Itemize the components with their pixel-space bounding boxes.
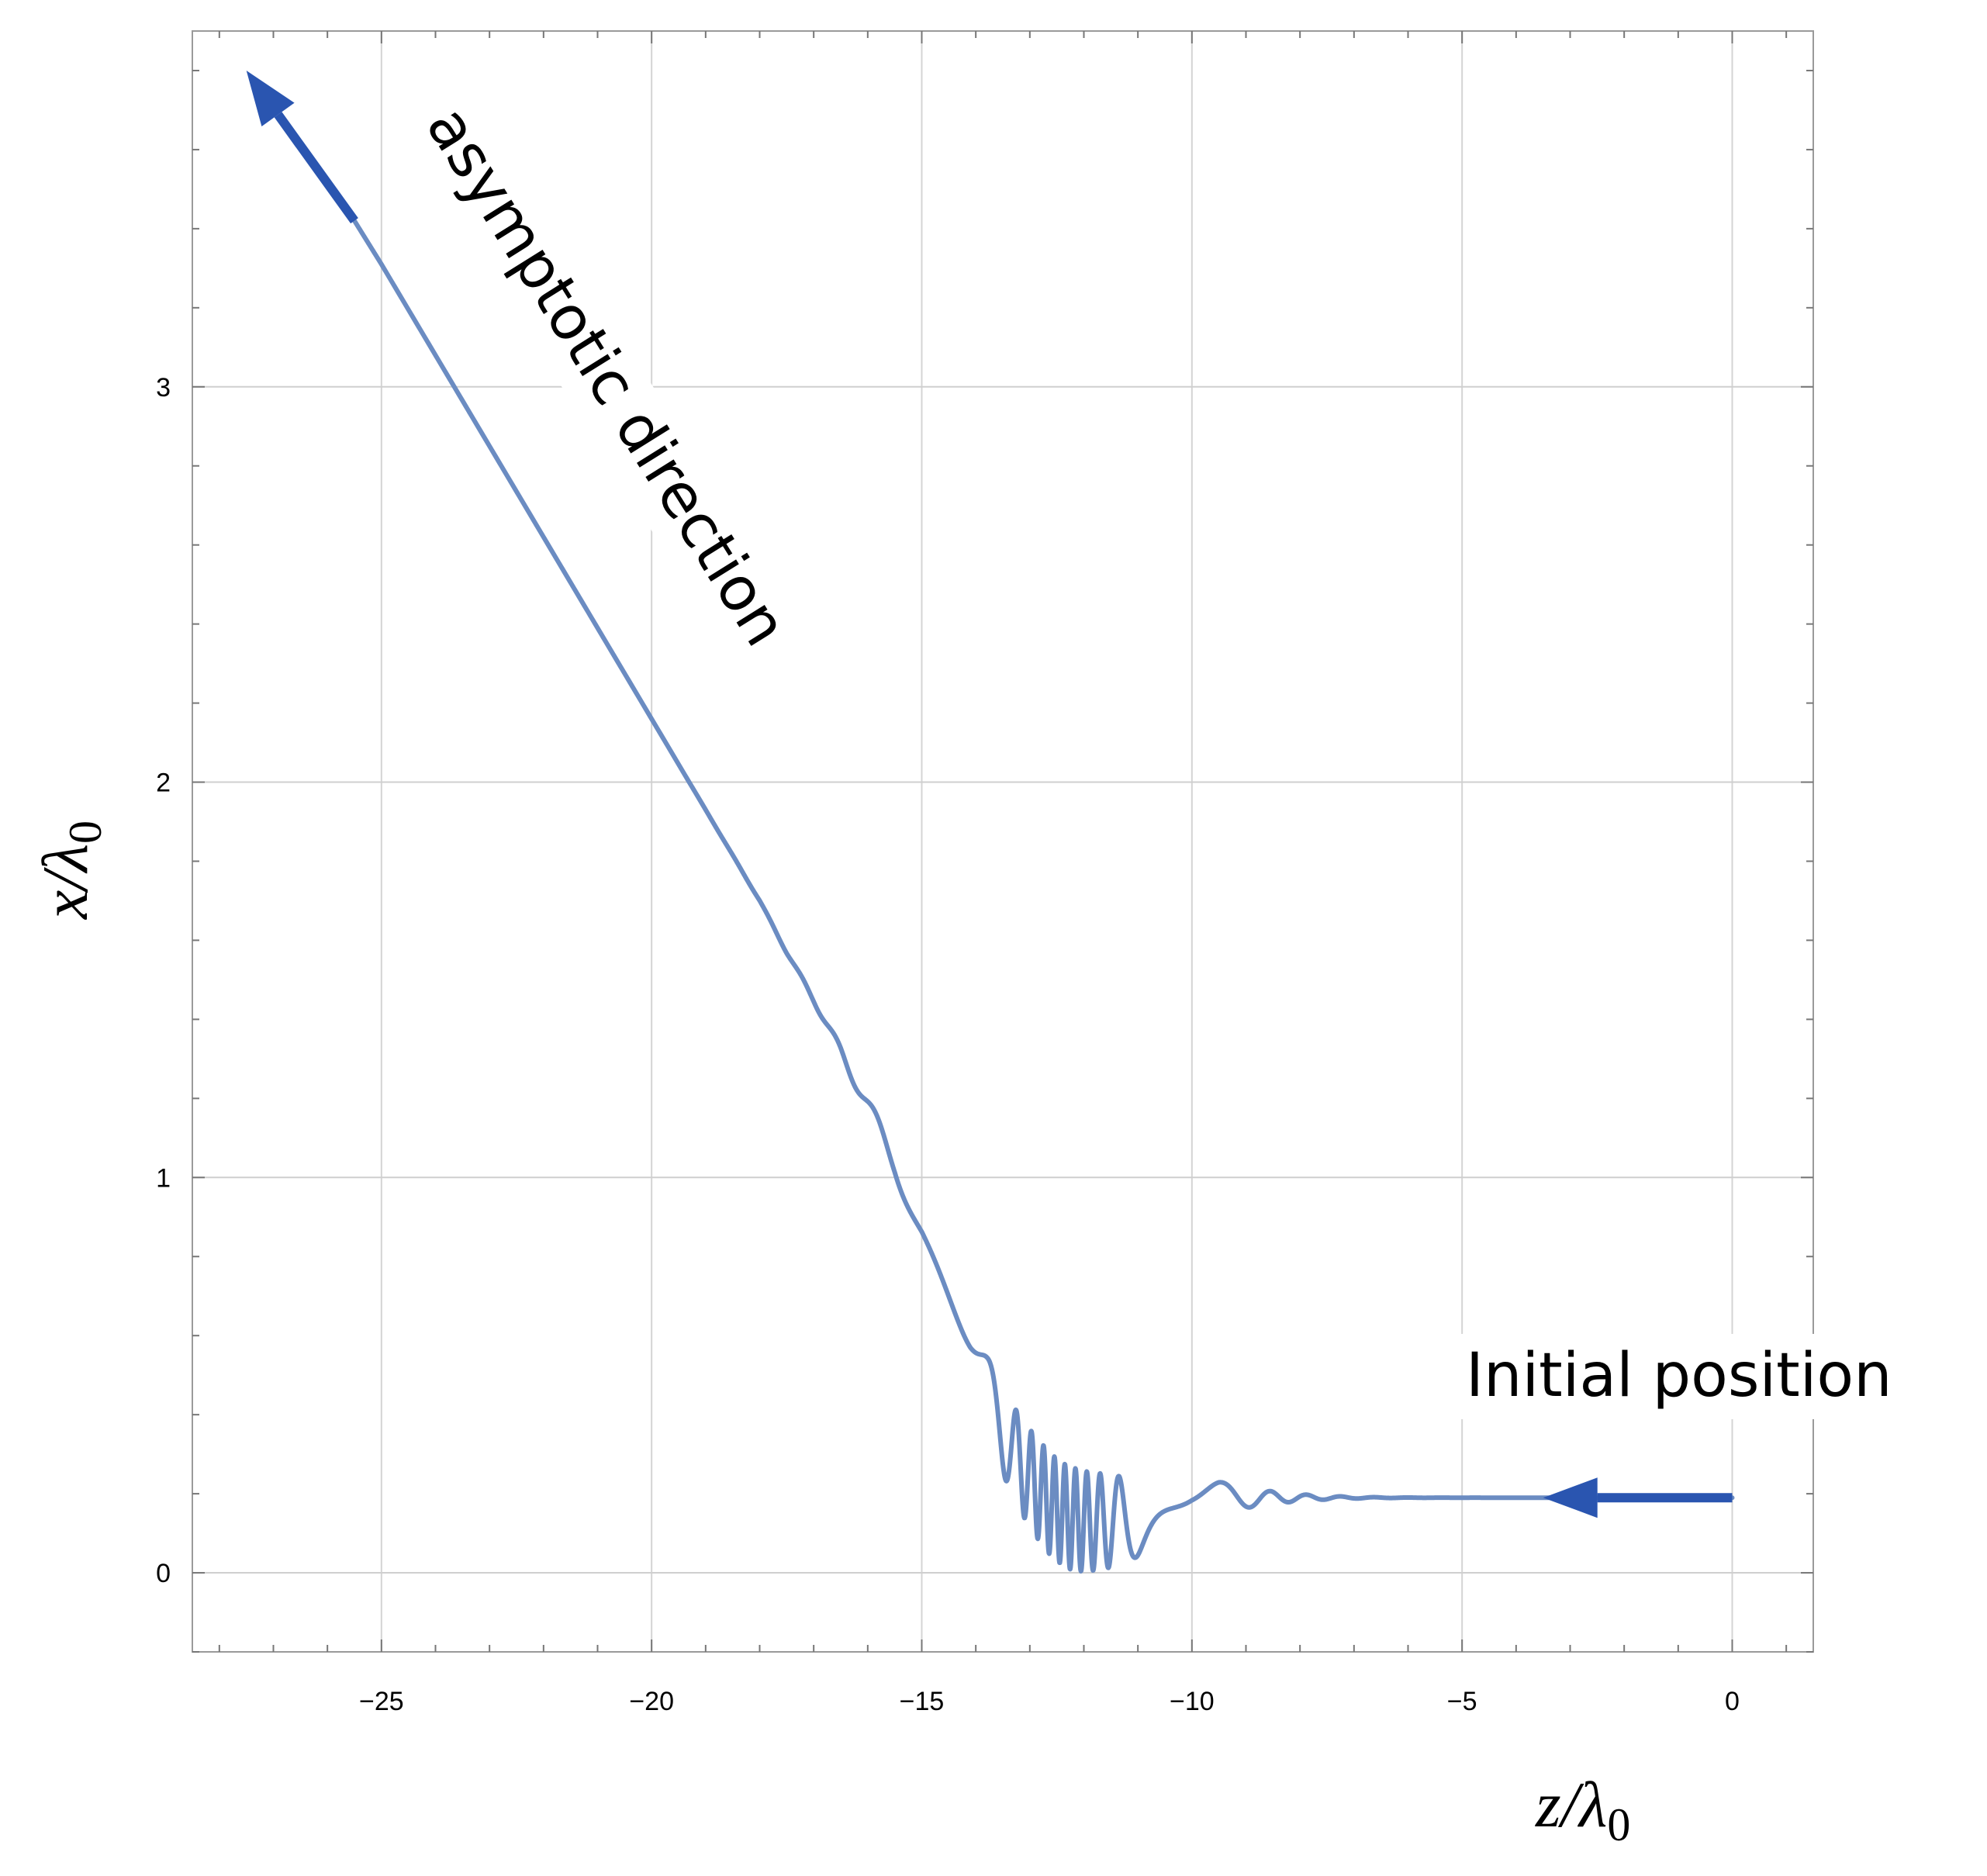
y-tick-label: 3 <box>156 373 171 402</box>
x-tick-label: −15 <box>900 1687 945 1716</box>
y-tick-label: 1 <box>156 1163 171 1193</box>
x-tick-label: −25 <box>359 1687 404 1716</box>
annotation-bg-initial <box>1450 1334 1978 1419</box>
y-tick-labels: 0 1 2 3 <box>156 373 171 1588</box>
annotation-asymptotic-direction: asymptotic direction <box>413 95 800 658</box>
x-axis-label-var: z/λ <box>1535 1769 1607 1841</box>
x-axis-label-sub: 0 <box>1607 1799 1630 1850</box>
annotation-arrows <box>246 71 1733 1518</box>
x-tick-label: −20 <box>629 1687 674 1716</box>
y-axis-label-sub: 0 <box>60 821 111 844</box>
x-tick-labels: −25 −20 −15 −10 −5 0 <box>359 1687 1740 1716</box>
plot-frame <box>192 30 1814 1653</box>
trajectory-line <box>352 218 1735 1574</box>
grid-lines <box>192 31 1813 1652</box>
annotation-bg-asymptotic <box>398 83 846 737</box>
x-tick-label: −10 <box>1170 1687 1215 1716</box>
asymptotic-arrow-head <box>246 71 295 126</box>
x-tick-label: −5 <box>1447 1687 1477 1716</box>
y-axis-label: x/λ0 <box>29 821 111 921</box>
initial-arrow-head <box>1543 1477 1598 1518</box>
x-axis-label: z/λ0 <box>1535 1769 1630 1850</box>
y-tick-label: 2 <box>156 769 171 798</box>
asymptotic-arrow-shaft <box>274 112 358 224</box>
y-tick-label: 0 <box>156 1559 171 1588</box>
axis-ticks <box>192 31 1813 1653</box>
annotation-initial-position: Initial position <box>1466 1341 1892 1411</box>
y-axis-label-var: x/λ <box>29 844 102 921</box>
x-tick-label: 0 <box>1725 1687 1740 1716</box>
